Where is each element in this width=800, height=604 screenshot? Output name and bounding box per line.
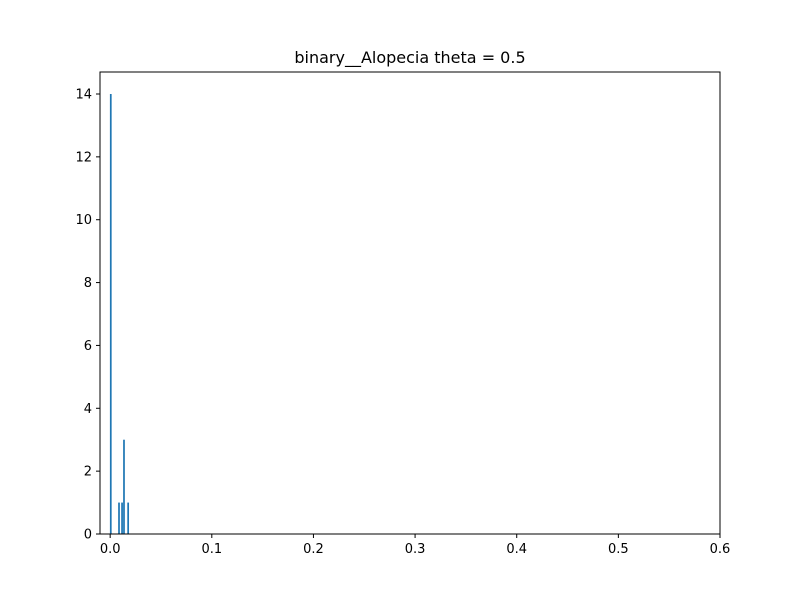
bar (127, 502, 130, 534)
y-tick-label: 6 (84, 339, 92, 354)
y-tick-label: 14 (75, 88, 92, 103)
x-axis: 0.0 0.1 0.2 0.3 0.4 0.5 0.6 (100, 534, 731, 557)
bar (123, 439, 125, 534)
y-axis: 0 2 4 6 8 10 12 14 (75, 88, 100, 543)
plot-frame (99, 71, 721, 535)
y-tick-label: 10 (75, 213, 92, 228)
y-tick-label: 12 (75, 150, 92, 165)
y-tick-label: 2 (84, 465, 92, 480)
x-tick-label: 0.6 (710, 542, 731, 557)
x-tick-label: 0.3 (405, 542, 426, 557)
x-tick-label: 0.4 (506, 542, 527, 557)
x-tick-label: 0.0 (100, 542, 121, 557)
y-tick-label: 8 (84, 276, 92, 291)
bar (121, 502, 123, 534)
y-tick-label: 0 (84, 528, 92, 543)
x-tick-label: 0.5 (608, 542, 629, 557)
bar (118, 502, 120, 534)
bars-layer (109, 94, 130, 534)
x-tick-label: 0.2 (303, 542, 324, 557)
y-tick-label: 4 (84, 402, 92, 417)
x-tick-label: 0.1 (201, 542, 222, 557)
chart-title: binary__Alopecia theta = 0.5 (294, 48, 525, 68)
bar (109, 94, 112, 534)
